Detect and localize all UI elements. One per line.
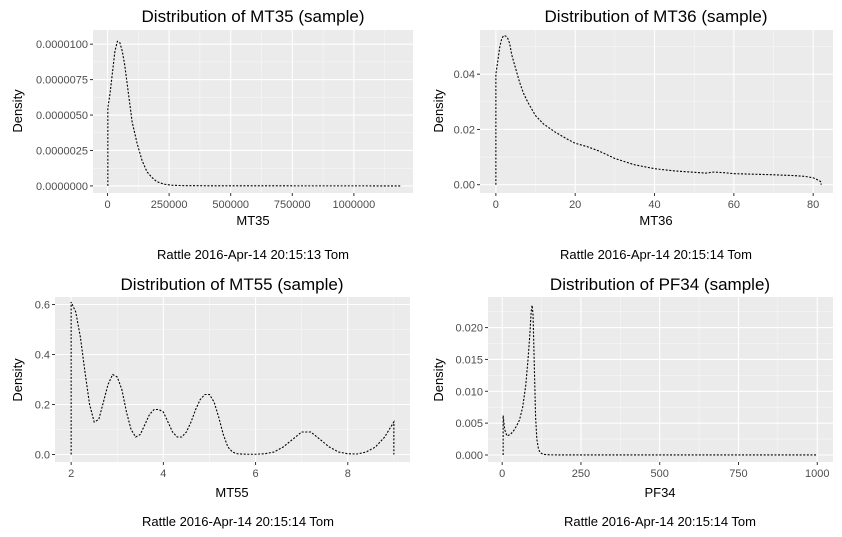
x-axis-ticks: 2 4 6 8 (68, 462, 351, 480)
density-line (107, 40, 402, 187)
x-tick-label: 250 (572, 468, 590, 480)
y-tick-label: 0.4 (35, 350, 50, 362)
x-tick-label: 8 (345, 468, 351, 480)
y-tick-label: 0.010 (455, 386, 483, 398)
chart-title: Distribution of MT35 (sample) (142, 7, 365, 26)
x-axis-title: MT55 (215, 485, 248, 500)
density-series (495, 34, 822, 185)
y-axis-title: Density (431, 358, 446, 402)
x-tick-label: 0 (493, 199, 499, 211)
x-axis-ticks: 0 20 40 60 80 (493, 193, 819, 211)
plot-panel (488, 297, 833, 462)
density-line (70, 301, 395, 455)
y-tick-label: 0.0000050 (36, 110, 88, 122)
y-axis-title: Density (10, 358, 25, 402)
x-tick-label: 500 (651, 468, 669, 480)
chart-mt35: Distribution of MT35 (sample) 0.00000000… (10, 7, 413, 262)
x-tick-label: 2 (68, 468, 74, 480)
y-tick-label: 0.000 (455, 450, 483, 462)
chart-pf34: Distribution of PF34 (sample) 0.000 0.005… (431, 275, 833, 529)
y-tick-label: 0.005 (455, 418, 483, 430)
x-tick-label: 1000 (805, 468, 829, 480)
x-tick-label: 250000 (151, 199, 188, 211)
x-axis-title: MT35 (236, 213, 269, 228)
y-tick-label: 0.6 (35, 300, 50, 312)
plot-panel (93, 30, 413, 193)
density-series (502, 305, 818, 456)
x-axis-ticks: 0 250 500 750 1000 (499, 462, 829, 480)
x-axis-ticks: 0 250000 500000 750000 1000000 (104, 193, 375, 211)
y-axis-ticks: 0.0 0.2 0.4 0.6 (35, 300, 55, 462)
x-tick-label: 750000 (274, 199, 311, 211)
chart-title: Distribution of MT55 (sample) (121, 275, 344, 294)
chart-caption: Rattle 2016-Apr-14 20:15:14 Tom (142, 514, 334, 529)
x-tick-label: 40 (648, 199, 660, 211)
y-axis-ticks: 0.0000000 0.0000025 0.0000050 0.0000075 0.00… (36, 39, 93, 193)
y-tick-label: 0.0000100 (36, 39, 88, 51)
density-series (107, 40, 402, 187)
plot-panel (480, 30, 833, 193)
x-tick-label: 1000000 (332, 199, 375, 211)
y-axis-title: Density (10, 89, 25, 133)
x-tick-label: 60 (728, 199, 740, 211)
chart-caption: Rattle 2016-Apr-14 20:15:14 Tom (560, 247, 752, 262)
y-tick-label: 0.0000075 (36, 75, 88, 87)
y-tick-label: 0.020 (455, 323, 483, 335)
x-tick-label: 0 (104, 199, 110, 211)
density-line (502, 305, 818, 456)
x-axis-title: PF34 (644, 485, 675, 500)
y-tick-label: 0.04 (454, 69, 475, 81)
chart-mt55: Distribution of MT55 (sample) 0.00.20.40… (10, 275, 410, 529)
y-tick-label: 0.015 (455, 354, 483, 366)
chart-title: Distribution of MT36 (sample) (545, 7, 768, 26)
x-tick-label: 4 (160, 468, 166, 480)
y-tick-label: 0.0000025 (36, 145, 88, 157)
density-series (70, 301, 395, 455)
chart-caption: Rattle 2016-Apr-14 20:15:13 Tom (157, 247, 349, 262)
y-axis-title: Density (431, 89, 446, 133)
y-tick-label: 0.02 (454, 124, 475, 136)
density-line (495, 34, 822, 185)
y-tick-label: 0.2 (35, 400, 50, 412)
chart-title: Distribution of PF34 (sample) (550, 275, 770, 294)
grid (55, 297, 410, 462)
chart-caption: Rattle 2016-Apr-14 20:15:14 Tom (564, 514, 756, 529)
y-tick-label: 0.0 (35, 450, 50, 462)
y-tick-label: 0.00 (454, 180, 475, 192)
x-tick-label: 80 (807, 199, 819, 211)
x-tick-label: 500000 (212, 199, 249, 211)
x-axis-title: MT36 (639, 213, 672, 228)
y-axis-ticks: 0.000 0.005 0.010 0.015 0.020 (455, 323, 488, 462)
x-tick-label: 750 (729, 468, 747, 480)
x-tick-label: 20 (569, 199, 581, 211)
x-tick-label: 6 (252, 468, 258, 480)
y-axis-ticks: 0.00 0.02 0.04 (454, 69, 480, 192)
x-tick-label: 0 (499, 468, 505, 480)
y-tick-label: 0.0000000 (36, 181, 88, 193)
chart-mt36: Distribution of MT36 (sample) 0.000.020.… (431, 7, 833, 262)
grid (93, 30, 413, 193)
